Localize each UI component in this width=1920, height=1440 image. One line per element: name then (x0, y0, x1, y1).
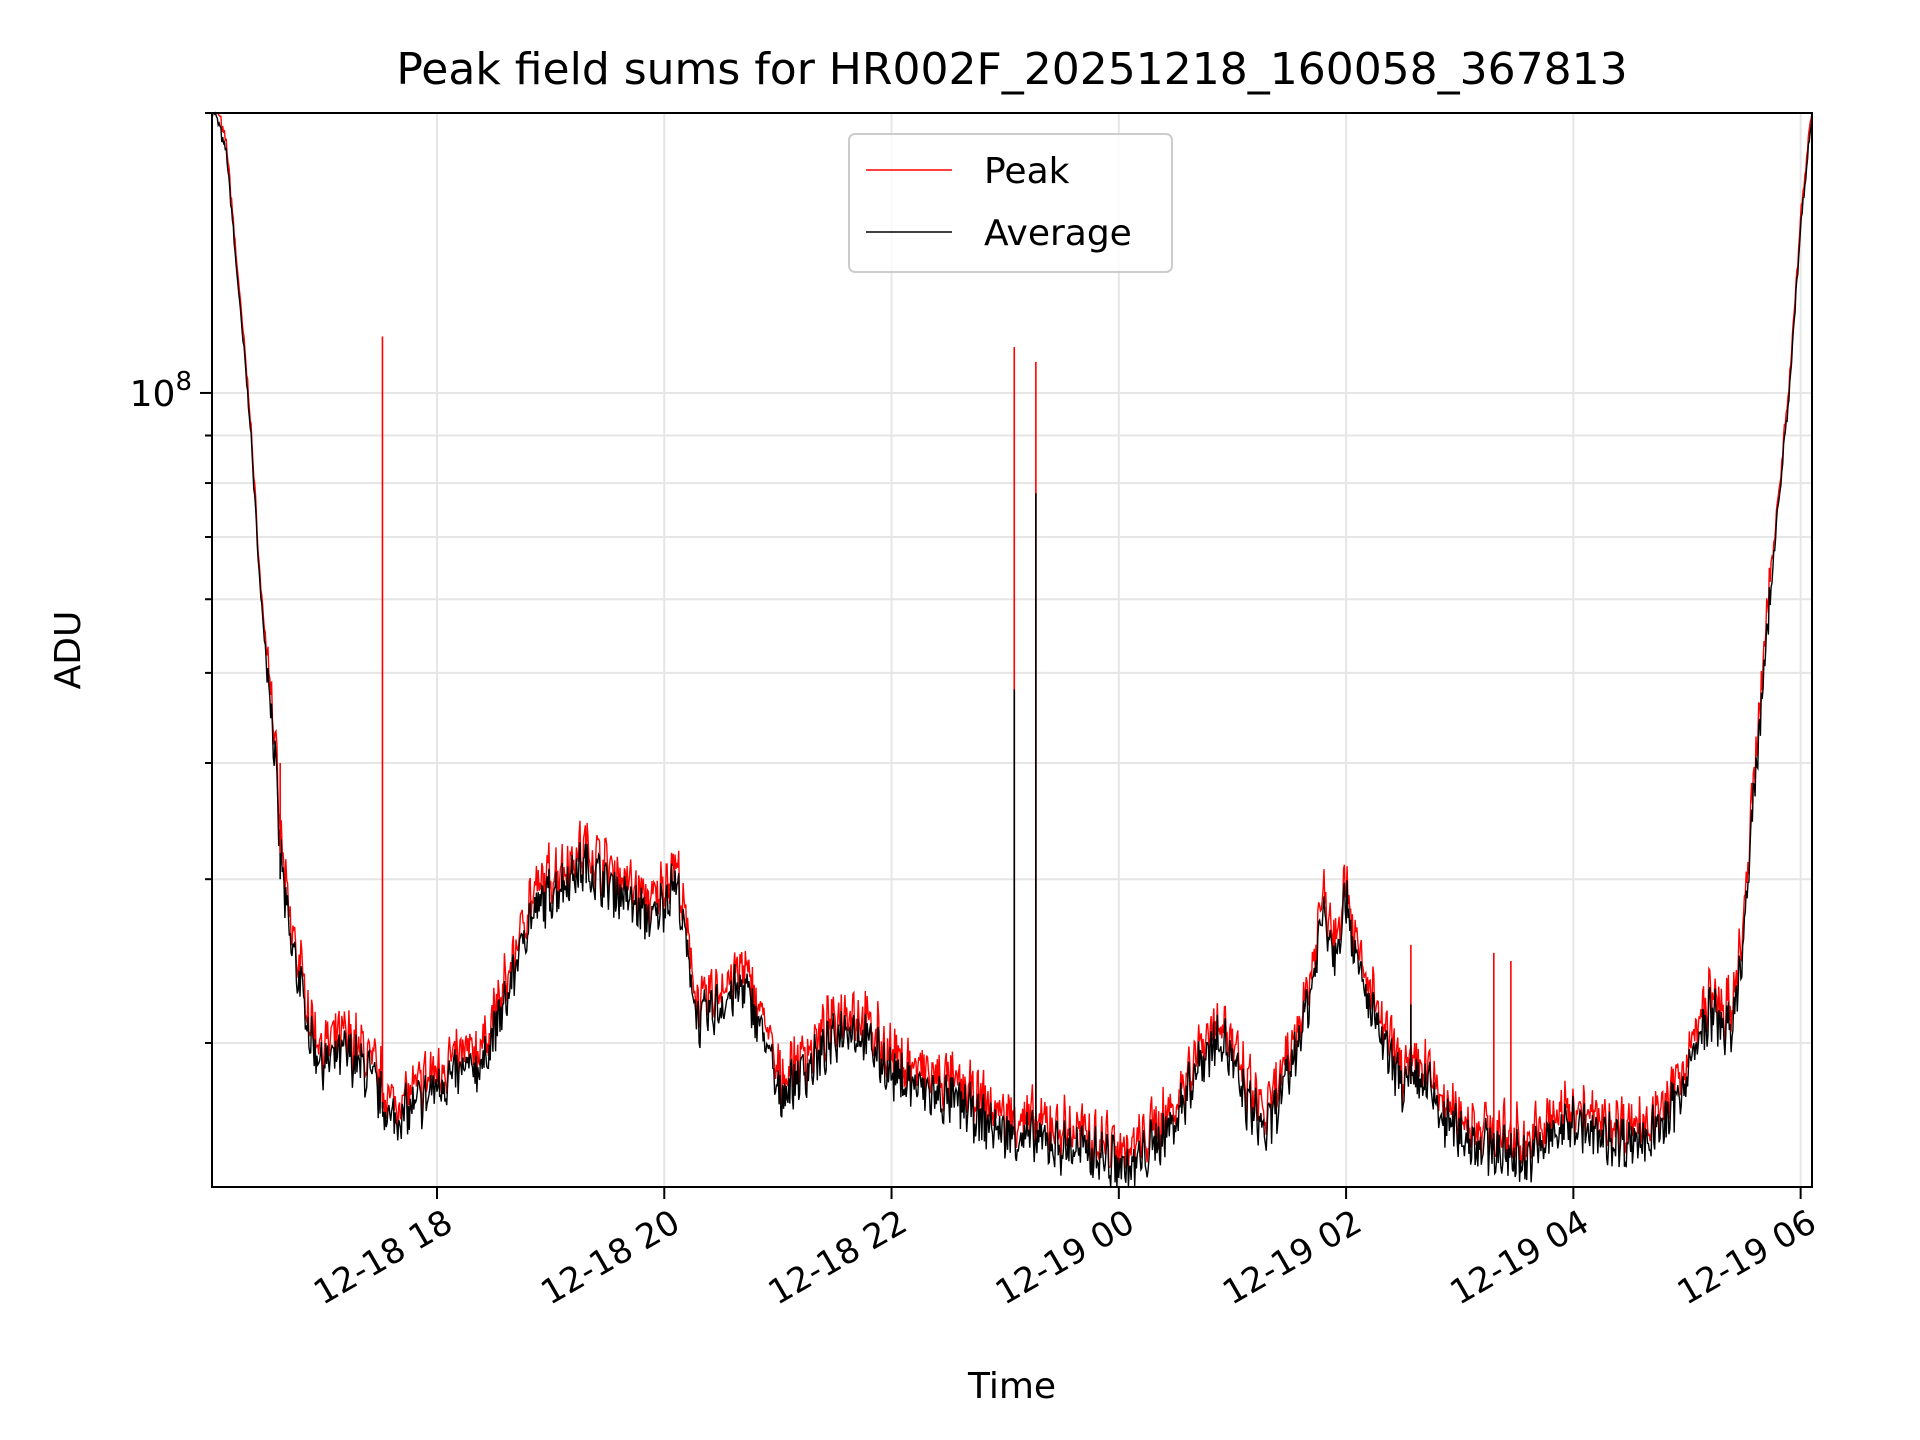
legend-average-label: Average (984, 213, 1132, 254)
x-axis-label: Time (967, 1366, 1056, 1407)
chart-title: Peak field sums for HR002F_20251218_1600… (396, 44, 1627, 95)
y-tick-label: 108 (130, 367, 192, 415)
plot-frame (211, 112, 1813, 1188)
legend-peak-label: Peak (984, 151, 1070, 192)
average-series-line (211, 111, 1813, 1188)
legend-box (848, 133, 1173, 273)
legend: Peak Average (848, 133, 1173, 273)
plot-series (211, 111, 1813, 1188)
y-axis-label: ADU (48, 611, 89, 690)
